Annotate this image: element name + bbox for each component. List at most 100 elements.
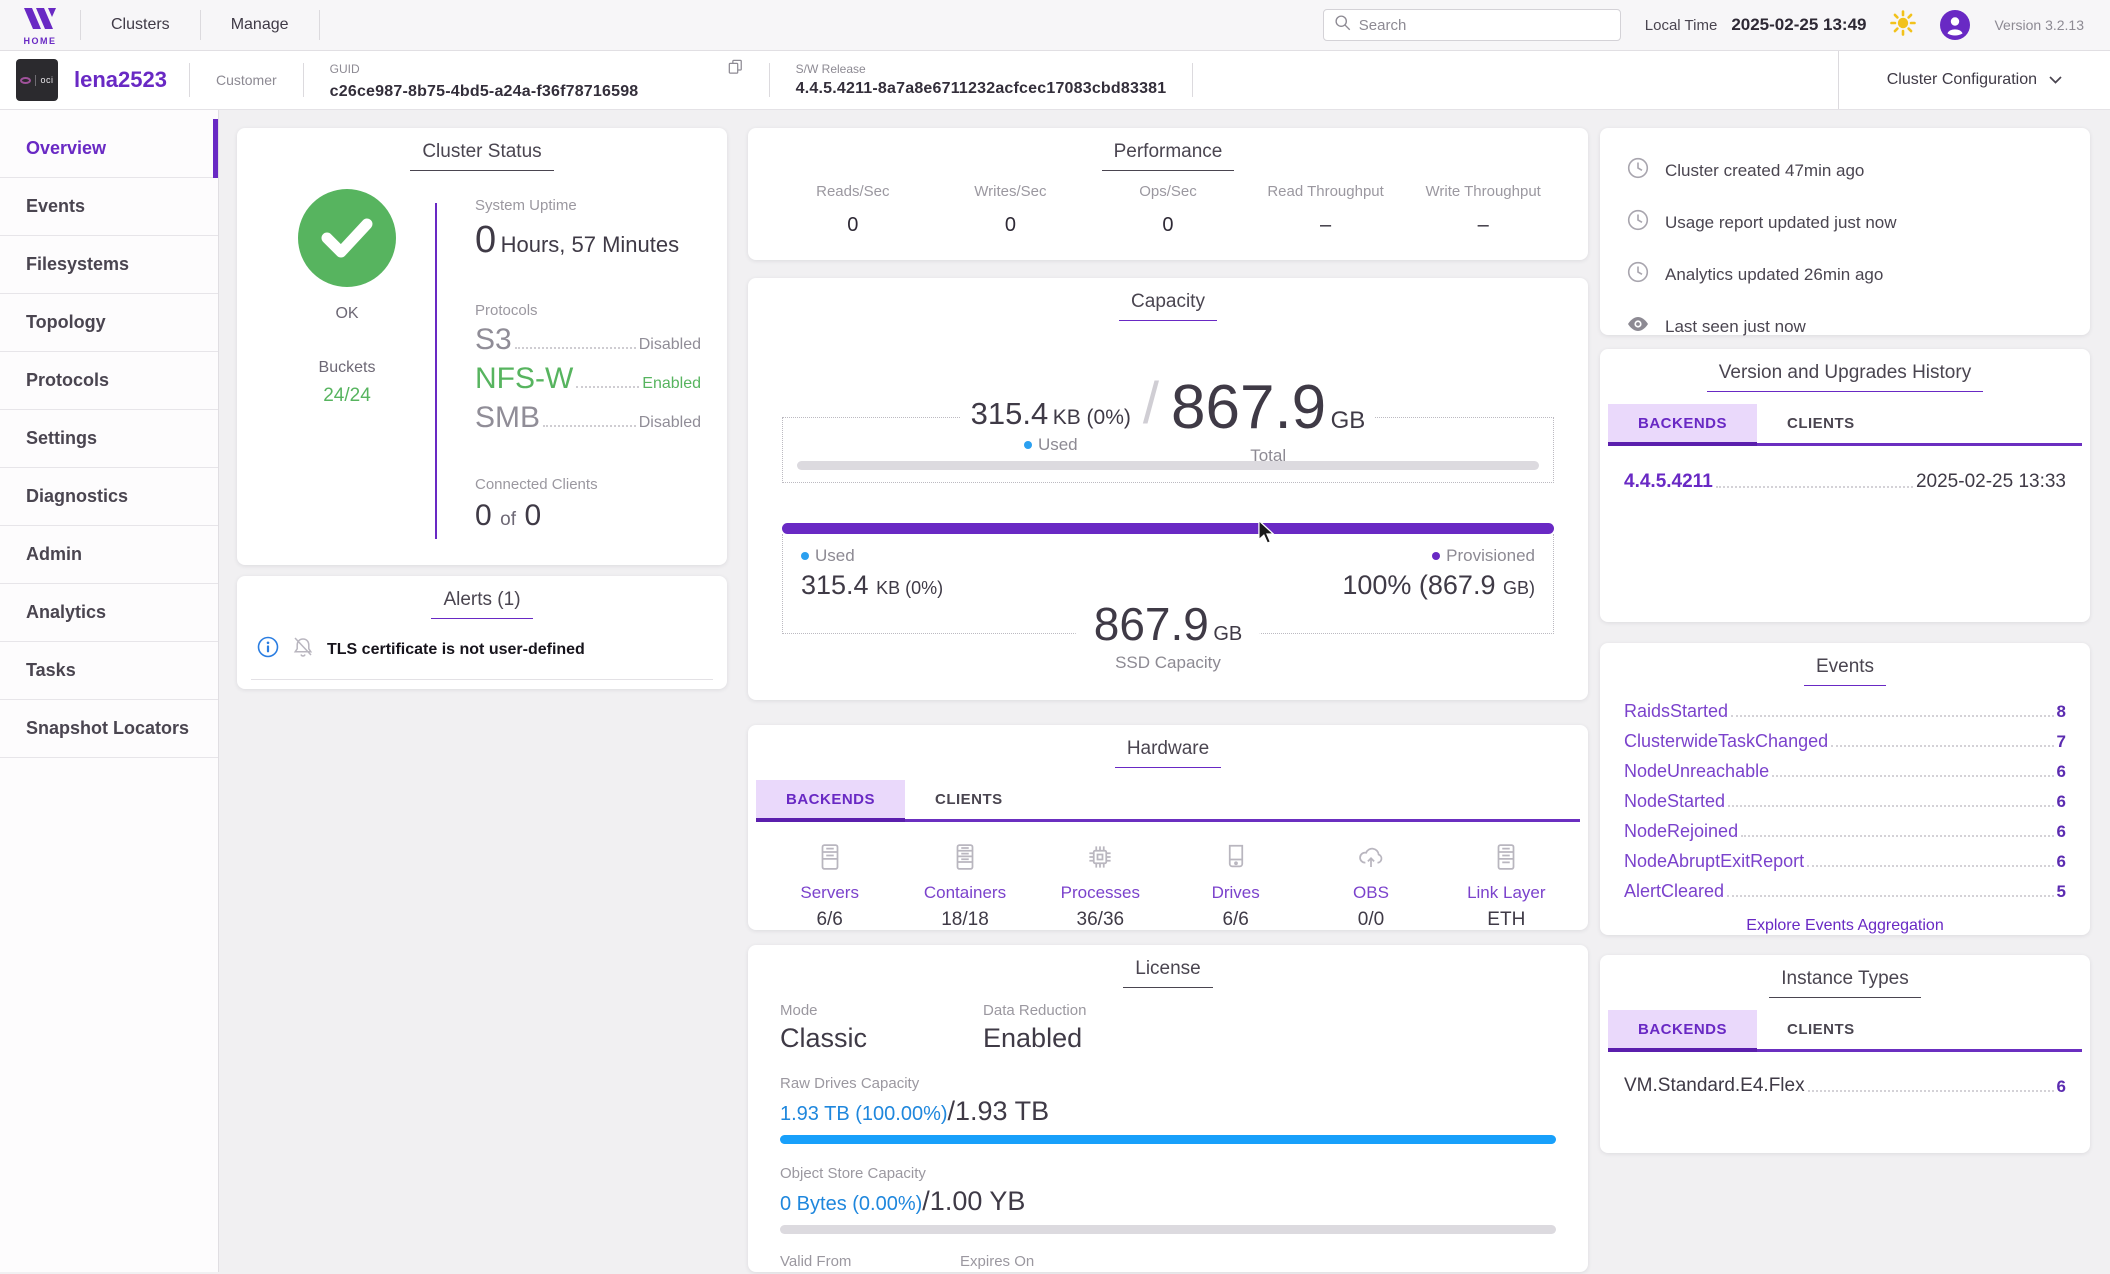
menu-clusters[interactable]: Clusters [111, 16, 170, 33]
metric-label: Read Throughput [1267, 183, 1384, 200]
sidebar-item-admin[interactable]: Admin [0, 526, 218, 584]
divider [1192, 63, 1194, 97]
event-link[interactable]: NodeUnreachable [1624, 761, 1770, 781]
sidebar-item-filesystems[interactable]: Filesystems [0, 236, 218, 294]
mode-value: Classic [780, 1023, 868, 1053]
protocols-label: Protocols [475, 302, 538, 319]
hardware-item-label[interactable]: Containers [923, 883, 1007, 902]
info-icon[interactable] [257, 636, 279, 663]
raw-drives-bar [780, 1135, 1556, 1144]
version-link[interactable]: 4.4.5.4211 [1624, 471, 1713, 492]
event-link[interactable]: NodeRejoined [1624, 821, 1739, 841]
sidebar-item-settings[interactable]: Settings [0, 410, 218, 468]
explore-events-link[interactable]: Explore Events Aggregation [1746, 917, 1944, 934]
panel-title: Hardware [748, 725, 1588, 768]
tab-clients[interactable]: CLIENTS [935, 791, 1003, 808]
cluster-configuration-button[interactable]: Cluster Configuration [1837, 51, 2110, 109]
sidebar-item-snapshot-locators[interactable]: Snapshot Locators [0, 700, 218, 758]
local-time: Local Time 2025-02-25 13:49 [1645, 15, 1867, 35]
cluster-name: lena2523 [74, 67, 167, 92]
sidebar-item-topology[interactable]: Topology [0, 294, 218, 352]
protocol-row: S3 Disabled [475, 323, 701, 358]
metric-ops: Ops/Sec 0 [1089, 183, 1247, 237]
sidebar-item-events[interactable]: Events [0, 178, 218, 236]
drives-icon [1221, 842, 1251, 877]
weka-logo-icon [23, 7, 57, 35]
cluster-bar: oci lena2523 Customer GUID c26ce987-8b75… [0, 51, 2110, 110]
expires-on: Expires On 2025-03-27 [960, 1253, 1098, 1274]
hardware-item-value: ETH [1487, 909, 1526, 930]
used-number: 315.4 [970, 396, 1049, 431]
hardware-item-label[interactable]: Link Layer [1467, 883, 1546, 902]
protocol-row: SMB Disabled [475, 401, 701, 436]
used-dot [1023, 441, 1032, 449]
event-link[interactable]: ClusterwideTaskChanged [1624, 731, 1829, 751]
metric-write-throughput: Write Throughput – [1404, 183, 1562, 237]
sidebar-item-overview[interactable]: Overview [0, 119, 218, 178]
hardware-item-containers: Containers 18/18 [897, 842, 1032, 931]
hardware-item-label[interactable]: Servers [800, 883, 859, 902]
sidebar-item-protocols[interactable]: Protocols [0, 352, 218, 410]
buckets-value: 24/24 [323, 385, 371, 406]
alert-row: TLS certificate is not user-defined [237, 635, 727, 664]
sidebar-item-diagnostics[interactable]: Diagnostics [0, 468, 218, 526]
event-link[interactable]: NodeStarted [1624, 791, 1726, 811]
theme-sun-icon[interactable] [1890, 9, 1917, 41]
user-avatar[interactable] [1940, 10, 1971, 40]
local-time-value: 2025-02-25 13:49 [1731, 15, 1867, 34]
oci-label: oci [40, 75, 54, 85]
link-layer-icon [1491, 842, 1521, 877]
capacity-total-block: 867.9 GB Total [1161, 372, 1376, 466]
search-input[interactable] [1358, 16, 1610, 34]
sw-release-value: 4.4.5.4211-8a7a8e6711232acfcec17083cbd83… [795, 80, 1167, 97]
dotted-leader [1728, 805, 2054, 807]
search-box[interactable] [1322, 9, 1621, 41]
app-logo[interactable]: HOME [0, 0, 80, 50]
menu-manage[interactable]: Manage [230, 16, 289, 33]
meta-row: Last seen just now [1626, 312, 2090, 341]
dotted-leader [1731, 715, 2054, 717]
metric-reads: Reads/Sec 0 [774, 183, 932, 237]
panel-title: Performance [748, 128, 1588, 171]
tab-clients[interactable]: CLIENTS [1787, 1021, 1855, 1038]
expires-on-label: Expires On [960, 1253, 1035, 1270]
event-link[interactable]: AlertCleared [1624, 881, 1725, 901]
protocol-name: SMB [475, 401, 541, 434]
tab-clients[interactable]: CLIENTS [1787, 415, 1855, 432]
dotted-leader [1807, 865, 2054, 867]
hardware-item-label[interactable]: Drives [1211, 883, 1260, 902]
tab-backends[interactable]: BACKENDS [1608, 1010, 1758, 1052]
meta-row: Usage report updated just now [1626, 208, 2090, 237]
dotted-leader [1741, 835, 2054, 837]
event-link[interactable]: NodeAbruptExitReport [1624, 851, 1805, 871]
used-dot [801, 552, 809, 560]
tab-backends[interactable]: BACKENDS [756, 780, 906, 822]
metric-read-throughput: Read Throughput – [1247, 183, 1405, 237]
sidebar-item-analytics[interactable]: Analytics [0, 584, 218, 642]
tab-backends[interactable]: BACKENDS [1608, 404, 1758, 446]
valid-from-label: Valid From [780, 1253, 852, 1270]
instance-type-count: 6 [2056, 1077, 2066, 1096]
hardware-item-label[interactable]: Processes [1060, 883, 1140, 902]
divider [199, 10, 201, 40]
panel-title: Events [1600, 643, 2090, 686]
metric-value: – [1477, 214, 1489, 236]
ssd-used-legend: Used [801, 546, 943, 566]
hardware-item-obs: OBS 0/0 [1303, 842, 1438, 931]
hardware-item-servers: Servers 6/6 [762, 842, 897, 931]
event-link[interactable]: RaidsStarted [1624, 701, 1729, 721]
dotted-leader [514, 347, 636, 349]
object-store-used: 0 Bytes (0.00%) [780, 1193, 923, 1215]
hardware-item-label[interactable]: OBS [1353, 883, 1389, 902]
capacity-used-block: 315.4 KB (0%) Used [960, 396, 1141, 455]
dotted-leader [576, 386, 640, 388]
divider [318, 10, 320, 40]
event-count: 6 [2056, 762, 2066, 781]
event-count: 6 [2056, 822, 2066, 841]
sidebar-item-tasks[interactable]: Tasks [0, 642, 218, 700]
version-date: 2025-02-25 13:33 [1915, 471, 2066, 492]
uptime-value: 0 Hours, 57 Minutes [475, 219, 701, 262]
copy-icon[interactable] [728, 59, 743, 79]
sw-release-section: S/W Release 4.4.5.4211-8a7a8e6711232acfc… [770, 62, 1193, 98]
bell-slash-icon[interactable] [291, 635, 315, 664]
